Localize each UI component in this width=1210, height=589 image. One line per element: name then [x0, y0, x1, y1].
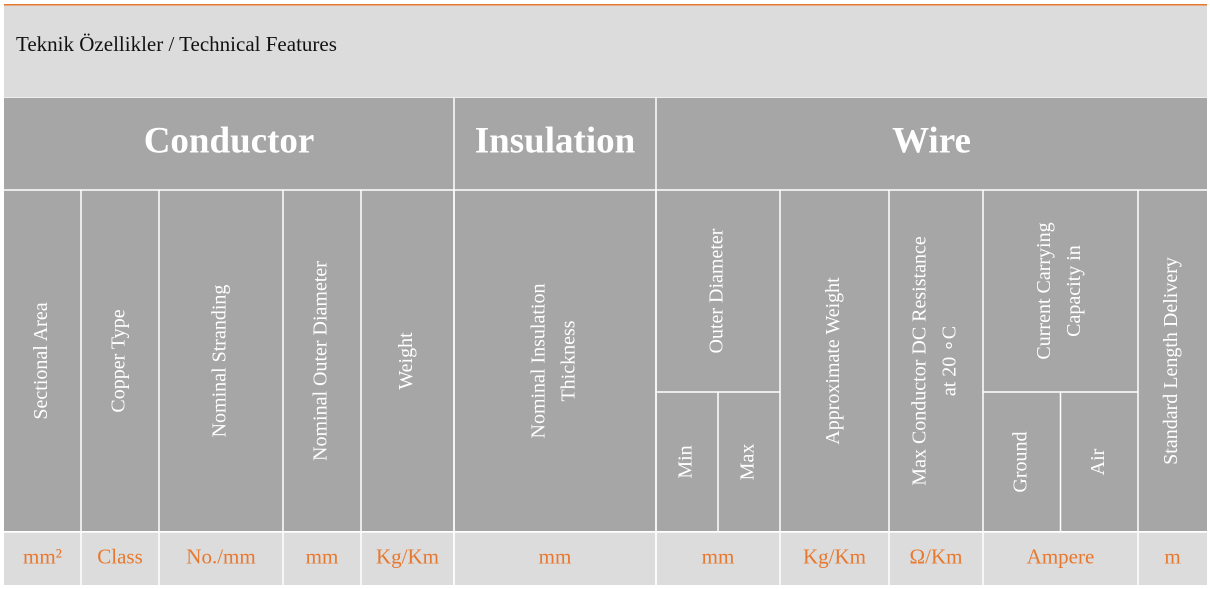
unit-row	[4, 532, 1207, 585]
unit-label: mm	[702, 544, 735, 568]
unit-label: No./mm	[186, 544, 255, 568]
column-header: Capacity in	[1063, 245, 1085, 337]
column-header: Sectional Area	[30, 302, 52, 419]
unit-label: Ampere	[1027, 544, 1095, 568]
column-header: Standard Length Delivery	[1160, 257, 1182, 465]
header-area	[4, 98, 1207, 531]
table-title: Teknik Özellikler / Technical Features	[16, 32, 337, 56]
unit-label: Kg/Km	[376, 544, 439, 568]
sub-header: Air	[1087, 448, 1109, 475]
column-header: Weight	[395, 332, 417, 390]
column-header: Nominal Insulation	[528, 284, 550, 439]
group-header: Wire	[892, 120, 971, 161]
column-header: Nominal Outer Diameter	[310, 261, 332, 461]
top-rule	[4, 4, 1207, 6]
unit-label: Kg/Km	[803, 544, 866, 568]
unit-label: mm	[306, 544, 339, 568]
column-header: at 20 ∘C	[939, 326, 961, 396]
column-header: Current Carrying	[1033, 222, 1055, 359]
group-header: Conductor	[144, 120, 315, 161]
column-header: Thickness	[558, 320, 580, 401]
column-header: Outer Diameter	[706, 228, 728, 353]
column-header: Max Conductor DC Resistance	[909, 236, 931, 486]
title-bar	[4, 5, 1207, 98]
sub-header: Ground	[1009, 431, 1031, 492]
sub-header: Max	[737, 444, 759, 481]
column-header: Copper Type	[108, 309, 130, 412]
unit-label: mm	[539, 544, 572, 568]
unit-label: m	[1164, 544, 1180, 568]
unit-label: Class	[97, 544, 143, 568]
column-header: Approximate Weight	[822, 277, 844, 445]
group-header: Insulation	[475, 120, 636, 161]
unit-label: Ω/Km	[910, 544, 963, 568]
sub-header: Min	[675, 445, 697, 478]
column-header: Nominal Stranding	[209, 285, 231, 438]
unit-label: mm²	[23, 544, 62, 568]
